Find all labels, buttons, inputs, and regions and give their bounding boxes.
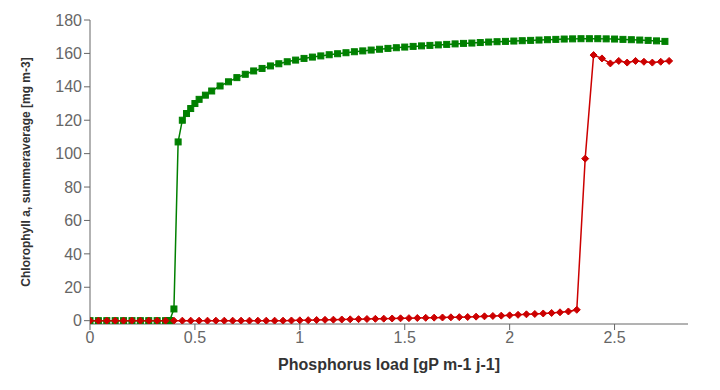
svg-text:1: 1 xyxy=(295,329,304,346)
svg-text:20: 20 xyxy=(64,279,82,296)
svg-text:180: 180 xyxy=(55,12,82,29)
svg-text:100: 100 xyxy=(55,145,82,162)
svg-text:60: 60 xyxy=(64,212,82,229)
svg-text:2: 2 xyxy=(505,329,514,346)
svg-text:1.5: 1.5 xyxy=(394,329,416,346)
svg-text:160: 160 xyxy=(55,45,82,62)
svg-text:0: 0 xyxy=(86,329,95,346)
svg-text:0: 0 xyxy=(73,312,82,329)
svg-text:Chlorophyll a, summeraverage [: Chlorophyll a, summeraverage [mg m-3] xyxy=(19,57,33,286)
svg-text:0.5: 0.5 xyxy=(184,329,206,346)
svg-text:140: 140 xyxy=(55,78,82,95)
svg-text:2.5: 2.5 xyxy=(603,329,625,346)
svg-text:80: 80 xyxy=(64,179,82,196)
svg-text:Phosphorus load [gP m-1 j-1]: Phosphorus load [gP m-1 j-1] xyxy=(278,356,500,373)
svg-text:120: 120 xyxy=(55,112,82,129)
svg-text:40: 40 xyxy=(64,246,82,263)
